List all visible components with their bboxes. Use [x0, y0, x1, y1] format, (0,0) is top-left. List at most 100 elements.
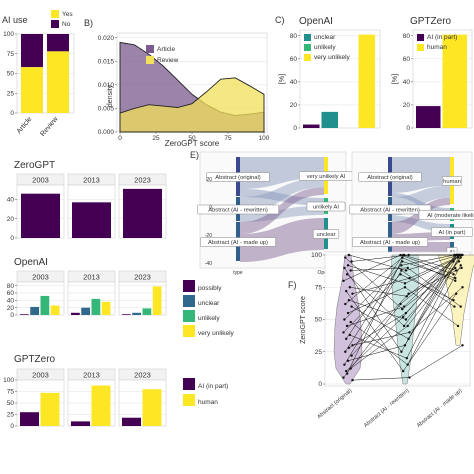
panel-d-gptzero-bar-2003: [40, 392, 60, 426]
panel-e-openai-flow: [240, 218, 324, 262]
panel-f-point: [456, 256, 460, 259]
panel-f-point: [347, 298, 351, 302]
panel-e-gptzero-left-label-box: [358, 172, 422, 182]
panel-d-gptzero-y-tick-label: 25: [7, 412, 15, 419]
panel-c-gptzero-y-tick-label: 60: [403, 56, 411, 63]
panel-e-gptzero-left-label-box: [349, 204, 431, 215]
bar-yes-article: [21, 67, 43, 113]
panel-d-gptzero-bar-2003: [20, 412, 39, 426]
panel-f-point: [351, 344, 354, 347]
panel-f-point: [345, 289, 348, 293]
panel-e-openai-left-label: Abstract (original): [215, 175, 260, 181]
panel-e-openai-flow: [240, 187, 324, 234]
panel-c-openai-title: OpenAI: [299, 16, 333, 27]
panel-e-label: E): [190, 150, 199, 160]
panel-f-point: [347, 346, 351, 350]
panel-f-point: [402, 315, 405, 319]
panel-c-openai-y-tick-label: 60: [290, 56, 298, 63]
panel-c-gptzero-y-tick-label: 40: [403, 79, 411, 86]
panel-d-gptzero-bar-2013: [91, 385, 111, 426]
panel-f-point: [350, 260, 353, 263]
panel-f-point: [401, 307, 404, 311]
panel-d-zerogpt-y-tick-label: 40: [7, 197, 15, 204]
panel-d-gptzero-bar-2013: [71, 421, 90, 426]
panel-b-x-tick-label: 25: [152, 135, 160, 142]
panel-b-x-tick-label: 50: [188, 135, 196, 142]
panel-f-point: [349, 269, 352, 272]
panel-b-y-tick-label: 0.010: [98, 82, 115, 89]
panel-e-openai-left-label: Abstract (AI - made up): [208, 240, 268, 246]
panel-f-point: [400, 350, 403, 353]
panel-f-point: [343, 266, 346, 270]
panel-f-point: [408, 376, 411, 379]
panel-d-zerogpt-title: ZeroGPT: [14, 160, 55, 171]
panel-d-openai-bar-2013: [71, 312, 80, 315]
panel-f-point: [345, 273, 349, 276]
panel-f-point: [345, 369, 348, 373]
panel-f-x-label: Abstract (AI - rewritten): [363, 388, 410, 429]
panel-a-x-label: Review: [39, 115, 60, 138]
panel-c-gptzero-legend-0-label: AI (in part): [427, 34, 457, 41]
panel-f-point: [406, 266, 409, 270]
panel-d-openai-legend-2-label: unlikely: [198, 315, 220, 322]
panel-b-y-tick-label: 0.005: [98, 106, 115, 113]
panel-c-gptzero-legend-0-swatch: [417, 34, 424, 41]
panel-e-openai-left-label-box: [200, 237, 276, 247]
panel-f-point: [350, 354, 353, 357]
panel-d-gptzero-legend-0-label: AI (in part): [198, 383, 228, 390]
panel-f-point: [454, 279, 457, 282]
panel-e-openai-left-label-box: [197, 204, 279, 215]
panel-b-y-tick-label: 0.015: [98, 58, 115, 65]
panel-f-point: [403, 286, 407, 289]
panel-f-point: [405, 295, 408, 298]
legend-article-swatch: [146, 45, 154, 53]
legend-no-swatch: [51, 20, 59, 28]
bar-no-article: [21, 34, 43, 68]
panel-f-point: [345, 337, 348, 341]
panel-e-openai-tick-label: 0: [209, 205, 212, 211]
panel-d-zerogpt-strip-label: 2003: [32, 175, 49, 184]
panel-f-point: [349, 320, 352, 324]
panel-e-gptzero-right-label-box: [431, 227, 473, 237]
bar-unclear: [321, 111, 338, 128]
legend-review-swatch: [146, 56, 154, 64]
panel-f-point: [459, 305, 462, 308]
panel-d-openai-y-tick-label: 80: [7, 283, 15, 290]
panel-f-point: [455, 253, 458, 257]
panel-f-point: [348, 286, 351, 289]
panel-b-y-tick-label: 0.000: [98, 129, 115, 136]
panel-d-openai-bar-2023: [132, 312, 141, 315]
panel-f-point: [404, 311, 408, 315]
panel-f-point: [456, 324, 460, 328]
panel-e-gptzero-right-label: human: [443, 179, 461, 185]
panel-d-openai-legend-1-swatch: [183, 295, 195, 307]
panel-f-point: [400, 264, 403, 267]
panel-c-openai-y-tick-label: 0: [293, 125, 297, 132]
panel-f-point: [346, 359, 350, 362]
panel-e-openai-left-label-box: [206, 172, 270, 182]
panel-f-point: [342, 279, 345, 282]
panel-f-point: [455, 269, 458, 272]
panel-f-point: [351, 378, 354, 382]
panel-f-point: [346, 264, 350, 267]
panel-d-openai-bar-2003: [20, 314, 29, 315]
panel-f-point: [402, 369, 405, 373]
bar-possibly: [303, 124, 320, 128]
panel-c-gptzero-y-tick-label: 80: [403, 33, 411, 40]
panel-e-openai-right-label-box: [312, 229, 340, 239]
panel-f-y-tick-label: 50: [315, 317, 323, 324]
panel-f-point: [407, 253, 410, 257]
panel-f-point: [455, 292, 458, 295]
panel-d-gptzero-strip-label: 2013: [83, 370, 100, 379]
panel-d-zerogpt-y-tick-label: 20: [7, 216, 15, 223]
panel-d-zerogpt-strip-label: 2023: [134, 175, 151, 184]
panel-d-openai-legend-0-swatch: [183, 280, 195, 292]
panel-d-gptzero-y-tick-label: 50: [7, 400, 15, 407]
panel-d-zerogpt-y-tick-label: 0: [10, 235, 14, 242]
panel-f-label: F): [288, 280, 297, 290]
panel-f-point: [343, 363, 346, 366]
panel-d-gptzero-strip-label: 2023: [134, 370, 151, 379]
panel-f-point: [345, 372, 349, 375]
panel-d-openai-bar-2003: [50, 305, 60, 315]
